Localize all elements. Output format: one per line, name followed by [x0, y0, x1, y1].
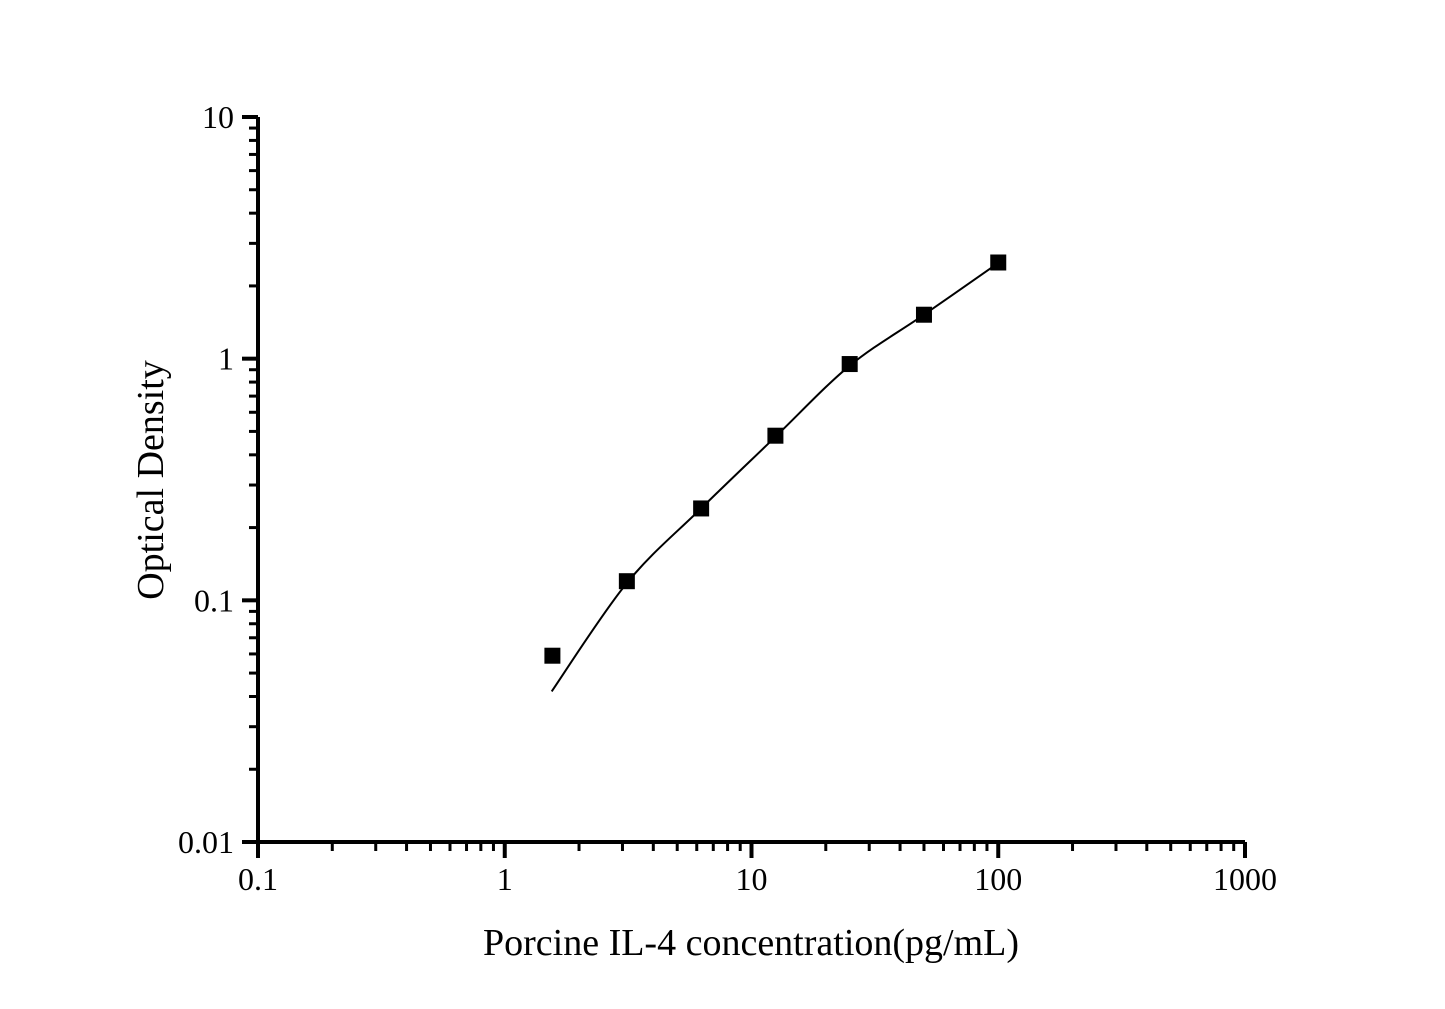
- x-tick-label: 10: [736, 861, 768, 897]
- y-tick-label: 1: [218, 341, 234, 377]
- x-tick-label: 1: [497, 861, 513, 897]
- data-point-marker: [915, 306, 932, 323]
- x-tick-label: 100: [974, 861, 1022, 897]
- data-point-marker: [544, 647, 561, 664]
- y-axis-title: Optical Density: [130, 360, 172, 600]
- data-point-marker: [693, 500, 710, 517]
- fit-curve-path: [550, 262, 999, 692]
- y-tick-label: 0.01: [178, 824, 234, 860]
- data-point-marker: [990, 254, 1007, 271]
- data-point-marker: [767, 427, 784, 444]
- x-tick-label: 1000: [1213, 861, 1277, 897]
- x-tick-label: 0.1: [238, 861, 278, 897]
- data-points-layer: [544, 254, 1007, 664]
- y-tick-label: 0.1: [194, 582, 234, 618]
- y-tick-label: 10: [202, 99, 234, 135]
- data-point-marker: [618, 573, 635, 590]
- x-axis-title: Porcine IL-4 concentration(pg/mL): [483, 922, 1019, 964]
- fit-curve-layer: [550, 262, 999, 692]
- data-point-marker: [841, 356, 858, 373]
